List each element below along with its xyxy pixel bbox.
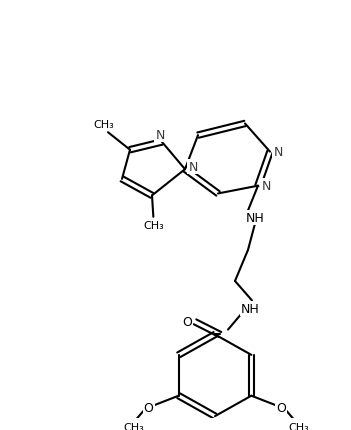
Text: CH₃: CH₃ (123, 422, 144, 430)
Text: O: O (277, 401, 286, 414)
Text: CH₃: CH₃ (94, 120, 114, 130)
Text: N: N (261, 180, 271, 193)
Text: O: O (144, 401, 154, 414)
Text: N: N (188, 160, 198, 173)
Text: NH: NH (246, 212, 264, 225)
Text: O: O (182, 316, 192, 329)
Text: N: N (155, 128, 165, 141)
Text: NH: NH (241, 302, 259, 315)
Text: N: N (273, 146, 283, 159)
Text: CH₃: CH₃ (143, 220, 164, 230)
Text: CH₃: CH₃ (288, 422, 309, 430)
